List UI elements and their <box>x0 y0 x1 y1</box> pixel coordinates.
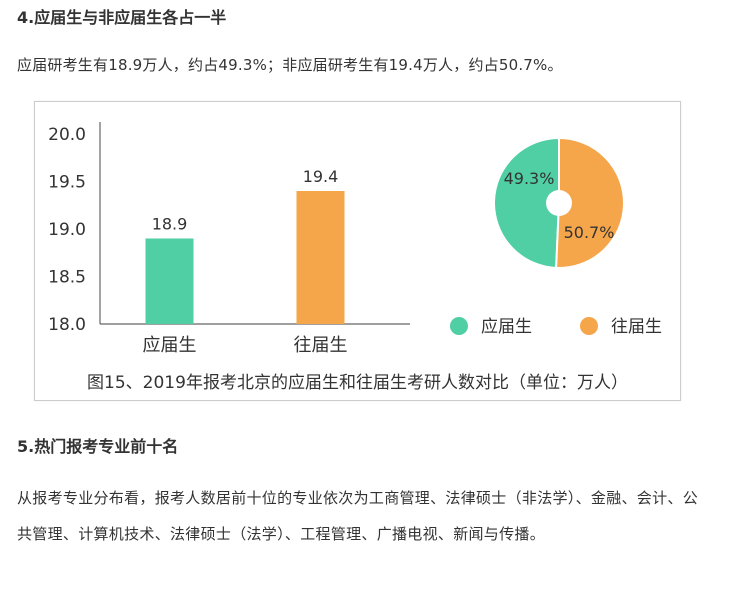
section-heading-4: 4.应届生与非应届生各占一半 <box>17 8 227 27</box>
chart-canvas: 18.0 18.5 19.0 19.5 20.0 18.9 应届生 19.4 往届生 49.3% 5… <box>48 122 662 356</box>
pie-slice-0 <box>493 136 560 269</box>
legend-marker-0 <box>450 317 468 335</box>
figure-box: 18.0 18.5 19.0 19.5 20.0 18.9 应届生 19.4 往届生 49.3% 5… <box>34 101 681 401</box>
x-tick-label-1: 往届生 <box>294 335 348 356</box>
y-tick-label-1: 18.5 <box>48 268 86 288</box>
y-tick-label-0: 18.0 <box>48 315 86 335</box>
figure-caption: 图15、2019年报考北京的应届生和往届生考研人数对比（单位：万人） <box>87 373 628 393</box>
section-paragraph-5: 从报考专业分布看，报考人数居前十位的专业依次为工商管理、法律硕士（非法学）、金融… <box>17 489 699 543</box>
legend-label-1: 往届生 <box>611 317 662 337</box>
legend-label-0: 应届生 <box>481 317 532 337</box>
bar-1 <box>296 191 345 324</box>
x-tick-label-0: 应届生 <box>143 335 197 356</box>
y-tick-label-3: 19.5 <box>48 173 86 193</box>
bar-value-label-0: 18.9 <box>152 215 188 234</box>
pie-slice-1 <box>555 136 625 269</box>
pie-center-hole <box>546 190 572 216</box>
bar-value-label-1: 19.4 <box>303 167 339 186</box>
legend-marker-1 <box>580 317 598 335</box>
pie-value-label-0: 49.3% <box>504 169 555 188</box>
bar-0 <box>145 238 194 324</box>
y-tick-label-4: 20.0 <box>48 125 86 145</box>
section-heading-5: 5.热门报考专业前十名 <box>17 437 179 456</box>
y-tick-label-2: 19.0 <box>48 220 86 240</box>
pie-value-label-1: 50.7% <box>564 223 615 242</box>
section-paragraph-4: 应届研考生有18.9万人，约占49.3%；非应届研考生有19.4万人，约占50.… <box>17 56 563 74</box>
